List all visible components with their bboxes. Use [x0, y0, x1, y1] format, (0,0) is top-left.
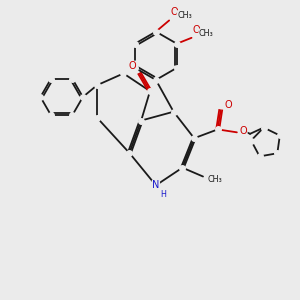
Text: H: H — [160, 190, 166, 199]
Text: CH₃: CH₃ — [177, 11, 192, 20]
Text: O: O — [224, 100, 232, 110]
Text: O: O — [239, 126, 247, 136]
Text: CH₃: CH₃ — [208, 175, 223, 184]
Text: O: O — [128, 61, 136, 71]
Text: CH₃: CH₃ — [199, 29, 214, 38]
Text: N: N — [152, 180, 160, 190]
Text: O: O — [193, 26, 200, 35]
Text: O: O — [171, 7, 178, 17]
